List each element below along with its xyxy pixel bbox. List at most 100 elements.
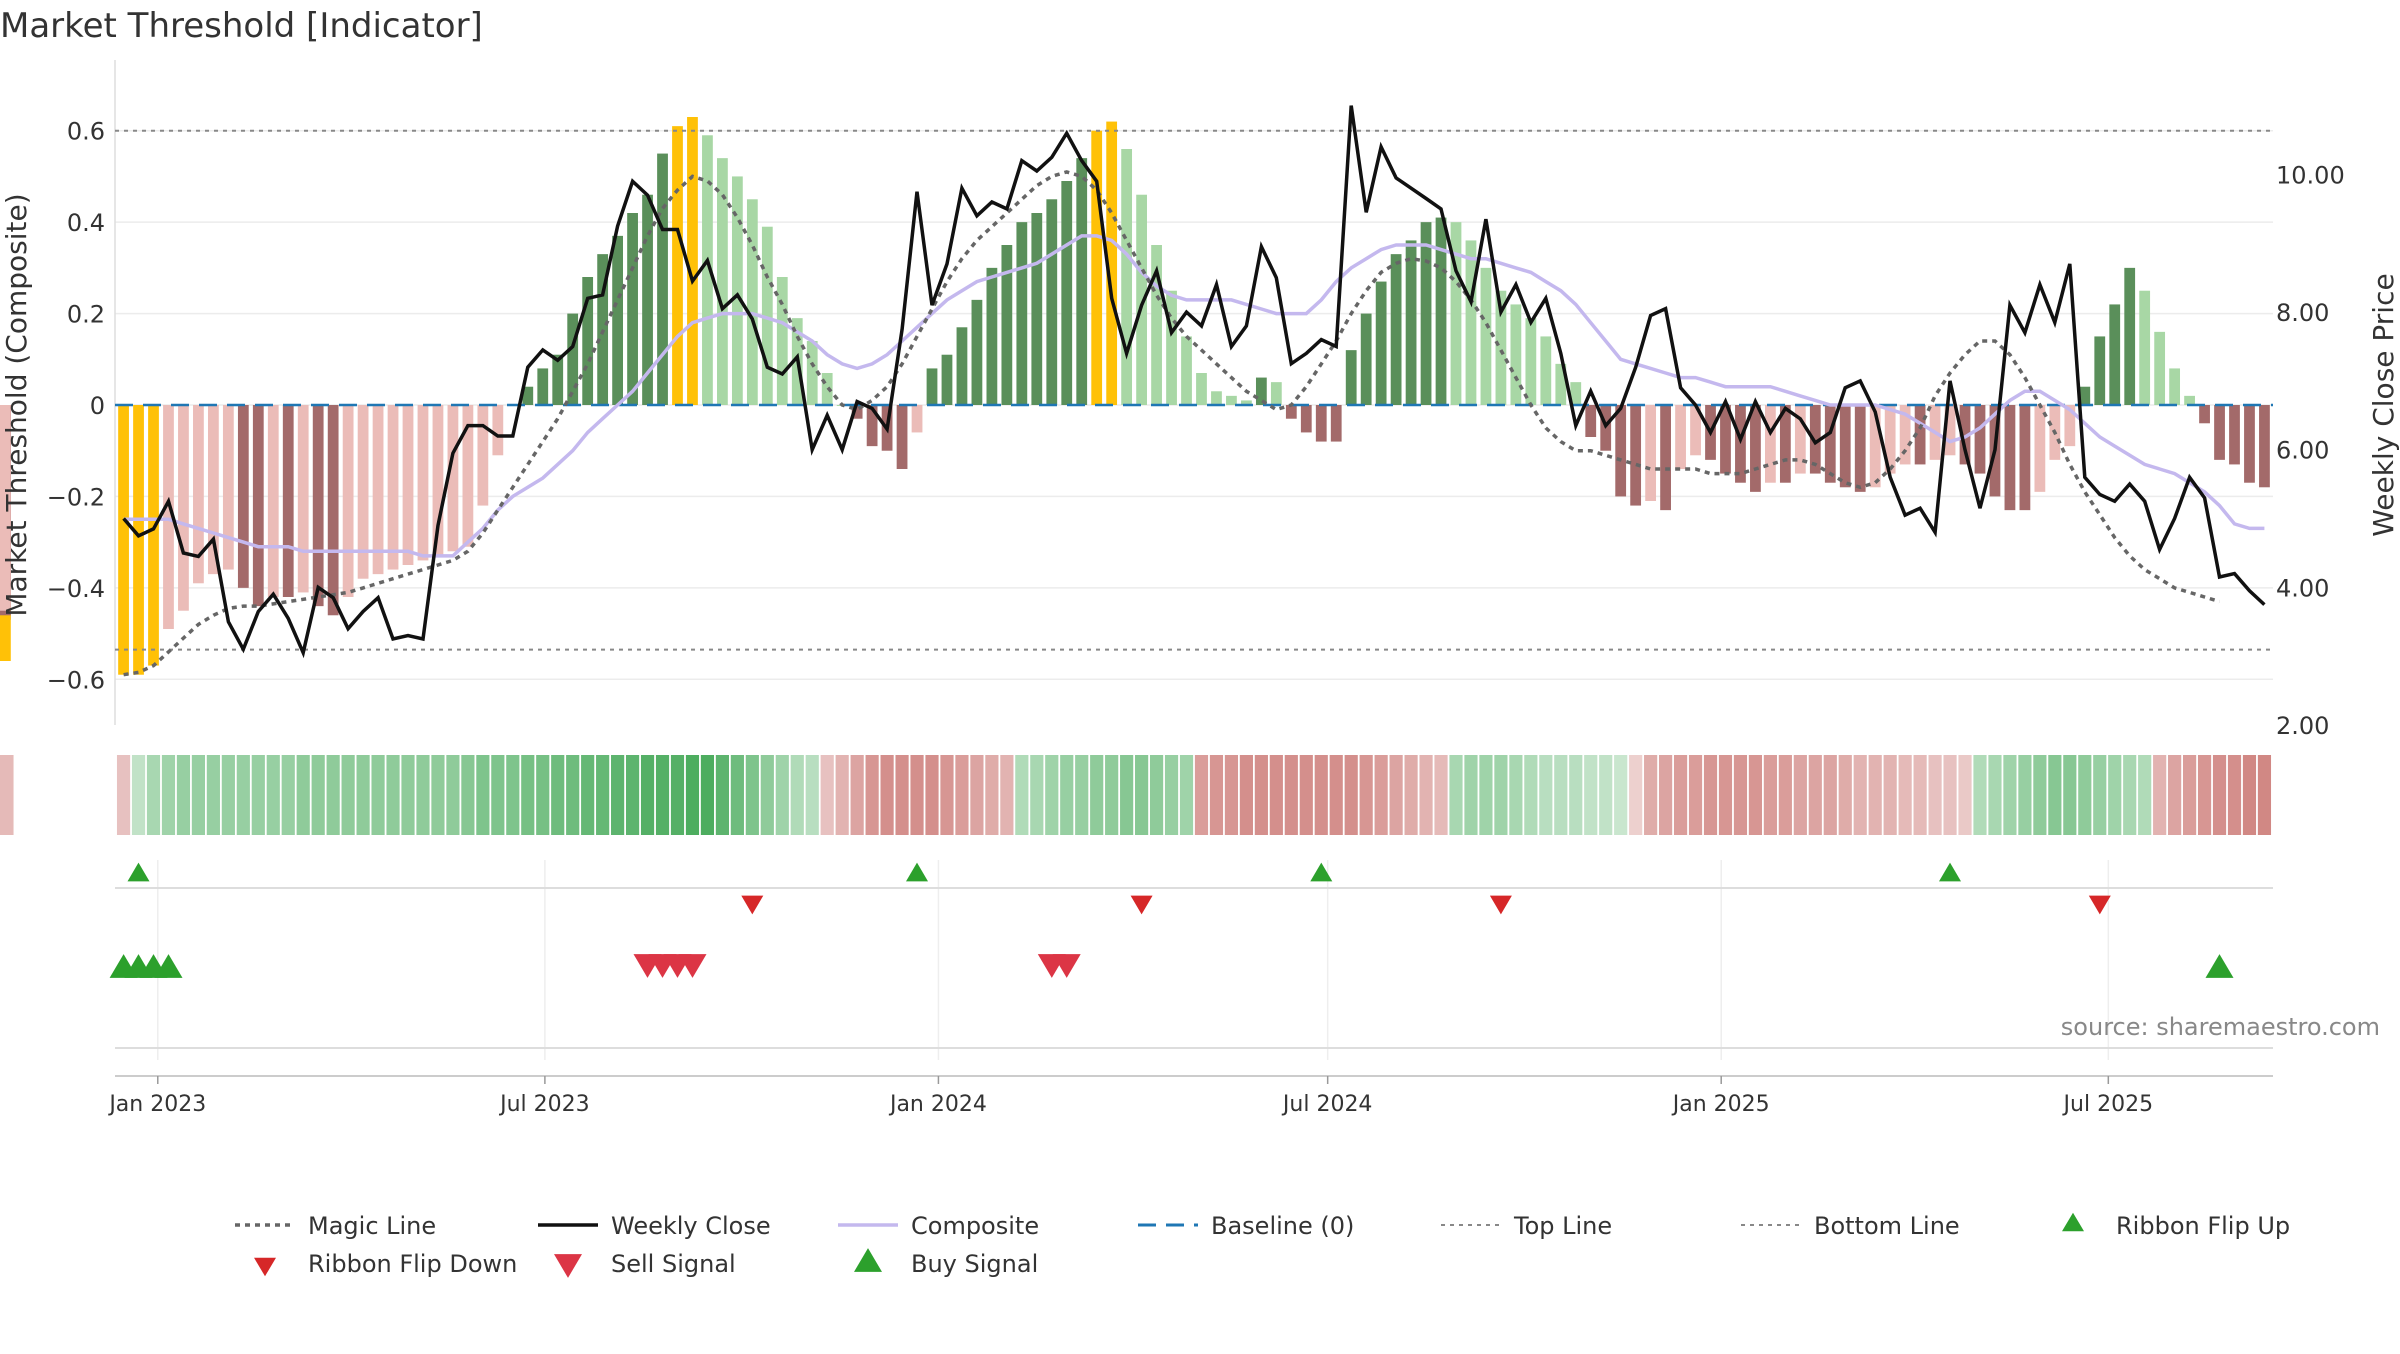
- ribbon-cell: [2197, 755, 2212, 835]
- composite-bar: [896, 405, 908, 469]
- ribbon-cell: [1943, 755, 1957, 835]
- chart-title: Market Threshold [Indicator]: [0, 6, 483, 46]
- ribbon-cell: [970, 755, 984, 835]
- composite-bar: [986, 267, 998, 405]
- ribbon-cell: [1569, 755, 1583, 835]
- ribbon-cell: [1554, 755, 1568, 835]
- ribbon-cell: [251, 755, 265, 835]
- composite-bar: [1390, 254, 1402, 405]
- ribbon-cell: [1913, 755, 1927, 835]
- source-note: source: sharemaestro.com: [2060, 1013, 2380, 1041]
- composite-bar: [178, 405, 189, 611]
- composite-bar: [1675, 405, 1686, 469]
- composite-bar: [342, 405, 354, 597]
- legend-label: Magic Line: [308, 1212, 436, 1240]
- x-tick-label: Jul 2024: [1281, 1092, 1373, 1117]
- ribbon-cell: [1673, 755, 1688, 835]
- composite-bar: [2139, 290, 2151, 405]
- ribbon-cell: [625, 755, 640, 835]
- ribbon-cell: [2257, 755, 2272, 835]
- composite-bar: [1076, 158, 1088, 405]
- composite-bar: [657, 153, 668, 405]
- composite-bar: [2109, 304, 2121, 405]
- y-left-tick-label: 0.4: [67, 209, 105, 237]
- composite-bar: [1001, 245, 1013, 405]
- ribbon-cell: [2078, 755, 2092, 835]
- ribbon-cell: [1419, 755, 1433, 835]
- ribbon-cell: [1644, 755, 1658, 835]
- composite-bar: [672, 126, 683, 406]
- composite-bar: [567, 313, 579, 405]
- ribbon-cell: [685, 755, 700, 835]
- ribbon-cell: [371, 755, 385, 835]
- ribbon-cell: [1988, 755, 2002, 835]
- ribbon-cell: [820, 755, 834, 835]
- legend-item: Magic Line: [235, 1212, 436, 1240]
- composite-bar: [1255, 377, 1267, 405]
- composite-bar: [926, 368, 938, 405]
- composite-bar: [1765, 405, 1776, 483]
- composite-bar: [1645, 405, 1657, 501]
- composite-bar: [1794, 405, 1806, 474]
- legend-item: Ribbon Flip Down: [254, 1250, 517, 1278]
- ribbon-cell: [1284, 755, 1298, 835]
- y-left-tick-label: −0.6: [47, 666, 105, 694]
- ribbon-cell: [401, 755, 415, 835]
- composite-bar: [1495, 290, 1507, 405]
- ribbon-cell: [311, 755, 325, 835]
- composite-bar: [1345, 350, 1357, 405]
- composite-bar: [2034, 405, 2046, 492]
- composite-bar: [2124, 267, 2136, 405]
- ribbon-cell: [191, 755, 205, 835]
- ribbon-cell: [955, 755, 969, 835]
- composite-bar: [1690, 405, 1701, 456]
- x-tick-label: Jul 2023: [498, 1092, 590, 1117]
- composite-bar: [1181, 336, 1192, 405]
- grid-lines: [115, 129, 2273, 1060]
- legend-swatch: [854, 1248, 882, 1272]
- ribbon-cell: [2183, 755, 2197, 835]
- ribbon-cell: [2227, 755, 2242, 835]
- ribbon-cell: [850, 755, 864, 835]
- ribbon-cell: [2093, 755, 2107, 835]
- composite-bar: [1465, 240, 1477, 405]
- composite-bar: [1375, 281, 1387, 405]
- ribbon-flip-panel: [115, 862, 2273, 915]
- ribbon-cell: [206, 755, 220, 835]
- composite-bar: [267, 405, 279, 597]
- ribbon-cell: [760, 755, 774, 835]
- composite-bar: [417, 405, 429, 561]
- ribbon-cell: [176, 755, 191, 835]
- composite-bar: [1944, 405, 1956, 456]
- composite-bar: [1450, 222, 1462, 405]
- ribbon-cell: [341, 755, 355, 835]
- composite-bar: [282, 405, 294, 597]
- ribbon-cell: [1509, 755, 1523, 835]
- composite-bar: [1824, 405, 1836, 483]
- composite-bar: [2184, 395, 2195, 405]
- ribbon-cell: [775, 755, 789, 835]
- ribbon-cell: [2123, 755, 2137, 835]
- ribbon-cell: [1464, 755, 1478, 835]
- composite-bar: [252, 405, 264, 607]
- ribbon-cell: [1793, 755, 1807, 835]
- ribbon-cell: [416, 755, 430, 835]
- sell-signal-marker: [1052, 954, 1081, 978]
- composite-bar: [866, 405, 878, 447]
- ribbon-cell: [790, 755, 804, 835]
- composite-bar: [1750, 405, 1761, 492]
- composite-bar: [2244, 405, 2255, 483]
- composite-bar: [522, 386, 534, 405]
- ribbon-cell: [1958, 755, 1972, 835]
- y-right-tick-label: 10.00: [2276, 161, 2345, 189]
- ribbon-cell: [1599, 755, 1613, 835]
- composite-bar: [2094, 336, 2106, 405]
- composite-bar: [1570, 382, 1582, 405]
- legend-item: Sell Signal: [554, 1250, 736, 1278]
- ribbon-cell: [1329, 755, 1343, 835]
- composite-bar: [402, 405, 414, 565]
- composite-bar: [687, 117, 698, 405]
- ribbon-cell: [1164, 755, 1179, 835]
